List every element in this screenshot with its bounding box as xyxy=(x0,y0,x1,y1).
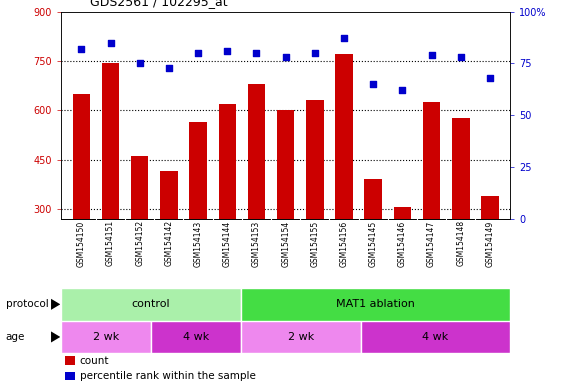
Bar xyxy=(452,119,470,308)
Point xyxy=(427,52,436,58)
Bar xyxy=(131,156,148,308)
Bar xyxy=(160,171,177,308)
Point xyxy=(339,35,349,41)
Text: GSM154144: GSM154144 xyxy=(223,220,232,266)
Point xyxy=(223,48,232,54)
Bar xyxy=(248,84,265,308)
Text: GSM154156: GSM154156 xyxy=(339,220,349,266)
Bar xyxy=(66,372,75,380)
Bar xyxy=(364,179,382,308)
Bar xyxy=(102,63,119,308)
Text: GDS2561 / 102295_at: GDS2561 / 102295_at xyxy=(90,0,227,8)
Text: 4 wk: 4 wk xyxy=(422,332,448,342)
Bar xyxy=(151,321,241,353)
Bar xyxy=(61,288,241,321)
Point xyxy=(164,65,173,71)
Text: GSM154146: GSM154146 xyxy=(398,220,407,266)
Point xyxy=(310,50,320,56)
Bar xyxy=(306,100,324,308)
Text: control: control xyxy=(132,299,170,310)
Bar xyxy=(72,94,90,308)
Bar xyxy=(423,102,440,308)
Text: MAT1 ablation: MAT1 ablation xyxy=(336,299,415,310)
Point xyxy=(398,87,407,93)
Text: GSM154143: GSM154143 xyxy=(194,220,202,266)
Bar xyxy=(241,321,361,353)
Bar xyxy=(61,321,151,353)
Bar xyxy=(219,104,236,308)
Point xyxy=(135,60,144,66)
Bar xyxy=(277,110,295,308)
Text: GSM154151: GSM154151 xyxy=(106,220,115,266)
Point xyxy=(281,54,291,60)
Polygon shape xyxy=(51,331,60,343)
Text: GSM154147: GSM154147 xyxy=(427,220,436,266)
Bar xyxy=(481,196,499,308)
Polygon shape xyxy=(51,299,60,310)
Text: GSM154153: GSM154153 xyxy=(252,220,261,266)
Text: count: count xyxy=(80,356,109,366)
Point xyxy=(252,50,261,56)
Bar xyxy=(189,122,207,308)
Bar xyxy=(66,356,75,365)
Text: 2 wk: 2 wk xyxy=(288,332,314,342)
Point xyxy=(485,75,495,81)
Point xyxy=(456,54,465,60)
Text: GSM154150: GSM154150 xyxy=(77,220,86,266)
Point xyxy=(77,46,86,52)
Bar xyxy=(361,321,510,353)
Text: GSM154154: GSM154154 xyxy=(281,220,290,266)
Text: age: age xyxy=(6,332,25,342)
Text: percentile rank within the sample: percentile rank within the sample xyxy=(80,371,256,381)
Text: protocol: protocol xyxy=(6,299,49,310)
Text: GSM154142: GSM154142 xyxy=(164,220,173,266)
Text: GSM154148: GSM154148 xyxy=(456,220,465,266)
Text: 2 wk: 2 wk xyxy=(93,332,119,342)
Point xyxy=(368,81,378,87)
Bar xyxy=(241,288,510,321)
Bar xyxy=(335,54,353,308)
Text: GSM154149: GSM154149 xyxy=(485,220,495,266)
Text: 4 wk: 4 wk xyxy=(183,332,209,342)
Point xyxy=(194,50,203,56)
Text: GSM154155: GSM154155 xyxy=(310,220,320,266)
Text: GSM154152: GSM154152 xyxy=(135,220,144,266)
Text: GSM154145: GSM154145 xyxy=(369,220,378,266)
Bar xyxy=(394,207,411,308)
Point xyxy=(106,40,115,46)
